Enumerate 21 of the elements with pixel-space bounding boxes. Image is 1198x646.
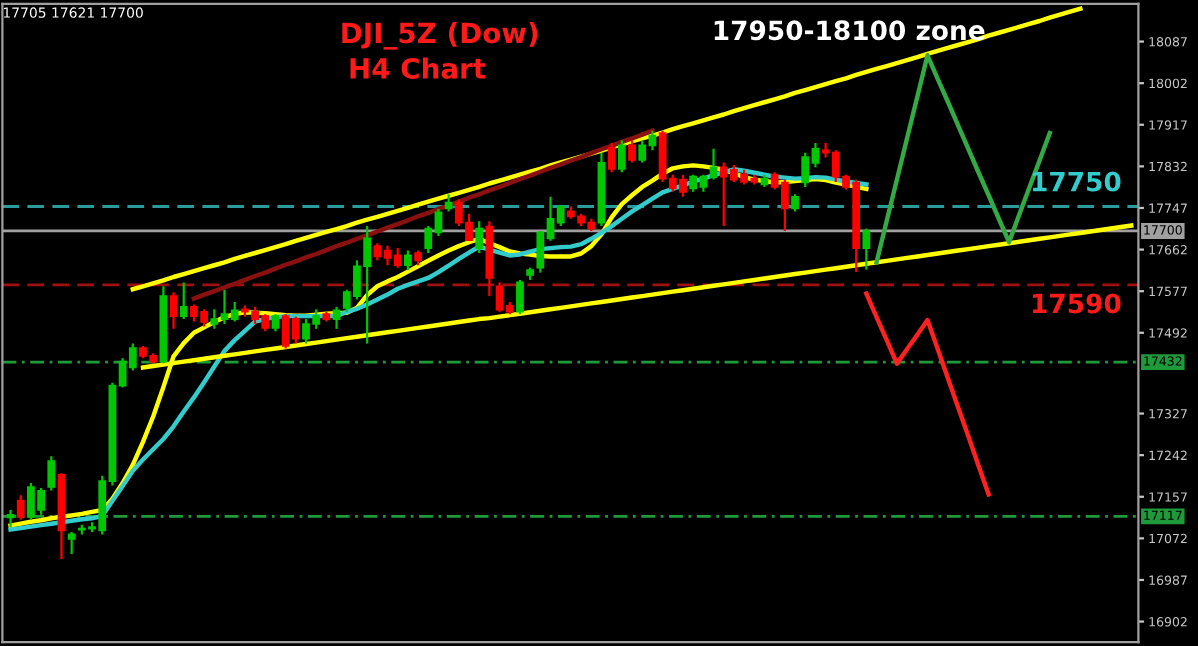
candlestick bbox=[607, 141, 616, 174]
candlestick bbox=[47, 455, 56, 492]
candlestick bbox=[169, 291, 178, 330]
candlestick bbox=[862, 227, 871, 271]
line-series bbox=[191, 128, 655, 301]
candlestick bbox=[516, 278, 524, 316]
annotation: 17590 bbox=[1032, 293, 1121, 314]
annotation: 17950-18100 zone bbox=[714, 20, 985, 41]
candlestick bbox=[617, 139, 626, 174]
candlestick bbox=[404, 249, 412, 272]
candlestick bbox=[332, 305, 341, 330]
text: DJI_5Z (Dow) bbox=[342, 21, 538, 50]
candlestick bbox=[179, 281, 188, 321]
candlestick bbox=[67, 530, 76, 556]
candlestick bbox=[6, 508, 15, 529]
line-series bbox=[864, 291, 991, 497]
candlestick bbox=[475, 220, 484, 255]
candlestick bbox=[16, 494, 25, 521]
annotation: 17750 bbox=[1032, 171, 1121, 192]
text: H4 Chart bbox=[350, 57, 486, 79]
candlestick bbox=[628, 139, 636, 164]
